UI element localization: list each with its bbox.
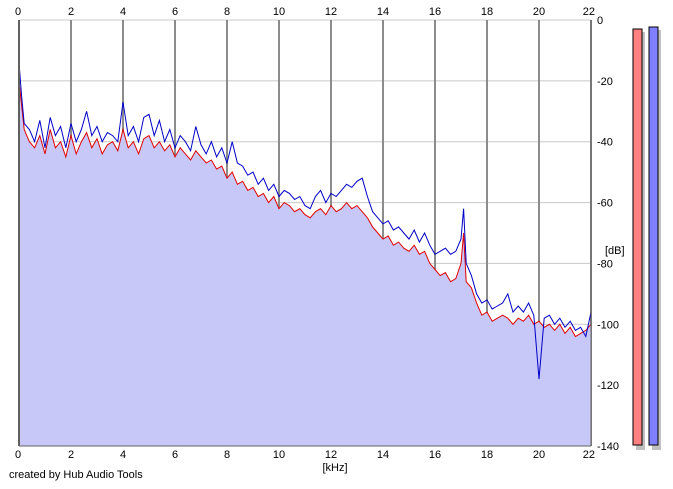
x-tick-label-top: 18 (481, 6, 493, 18)
x-tick-label-top: 0 (15, 6, 21, 18)
x-tick-label-top: 12 (325, 6, 337, 18)
y-tick-label: -80 (597, 258, 613, 270)
credit-text: created by Hub Audio Tools (9, 469, 143, 481)
x-tick-label-bottom: 22 (583, 449, 595, 461)
y-tick-label: -120 (597, 380, 619, 392)
x-tick-label-top: 6 (172, 6, 178, 18)
y-tick-label: -60 (597, 198, 613, 210)
x-tick-label-top: 14 (377, 6, 389, 18)
y-tick-label: -140 (597, 441, 619, 453)
x-tick-label-bottom: 14 (377, 449, 389, 461)
x-tick-label-bottom: 16 (429, 449, 441, 461)
x-axis-label: [kHz] (322, 462, 347, 474)
x-tick-label-bottom: 10 (273, 449, 285, 461)
x-tick-label-bottom: 20 (533, 449, 545, 461)
x-tick-label-bottom: 8 (224, 449, 230, 461)
blue-trace-line (18, 62, 592, 380)
red-trace-line (18, 80, 592, 338)
y-tick-label: 0 (597, 15, 603, 27)
y-tick-label: -40 (597, 137, 613, 149)
x-tick-label-top: 4 (120, 6, 126, 18)
left-channel-level-meter (632, 28, 643, 446)
x-tick-label-bottom: 0 (15, 449, 21, 461)
spectrum-fill-area (19, 80, 591, 447)
y-tick-label: -100 (597, 319, 619, 331)
x-tick-label-top: 16 (429, 6, 441, 18)
x-tick-label-top: 20 (533, 6, 545, 18)
x-tick-label-top: 2 (68, 6, 74, 18)
x-tick-label-bottom: 18 (481, 449, 493, 461)
x-tick-label-top: 10 (273, 6, 285, 18)
x-tick-label-bottom: 2 (68, 449, 74, 461)
y-axis-label: [dB] (605, 245, 625, 257)
x-tick-label-bottom: 6 (172, 449, 178, 461)
x-tick-label-bottom: 12 (325, 449, 337, 461)
x-tick-label-bottom: 4 (120, 449, 126, 461)
x-tick-label-top: 22 (583, 6, 595, 18)
right-channel-level-meter (648, 26, 659, 446)
x-tick-label-top: 8 (224, 6, 230, 18)
y-tick-label: -20 (597, 76, 613, 88)
